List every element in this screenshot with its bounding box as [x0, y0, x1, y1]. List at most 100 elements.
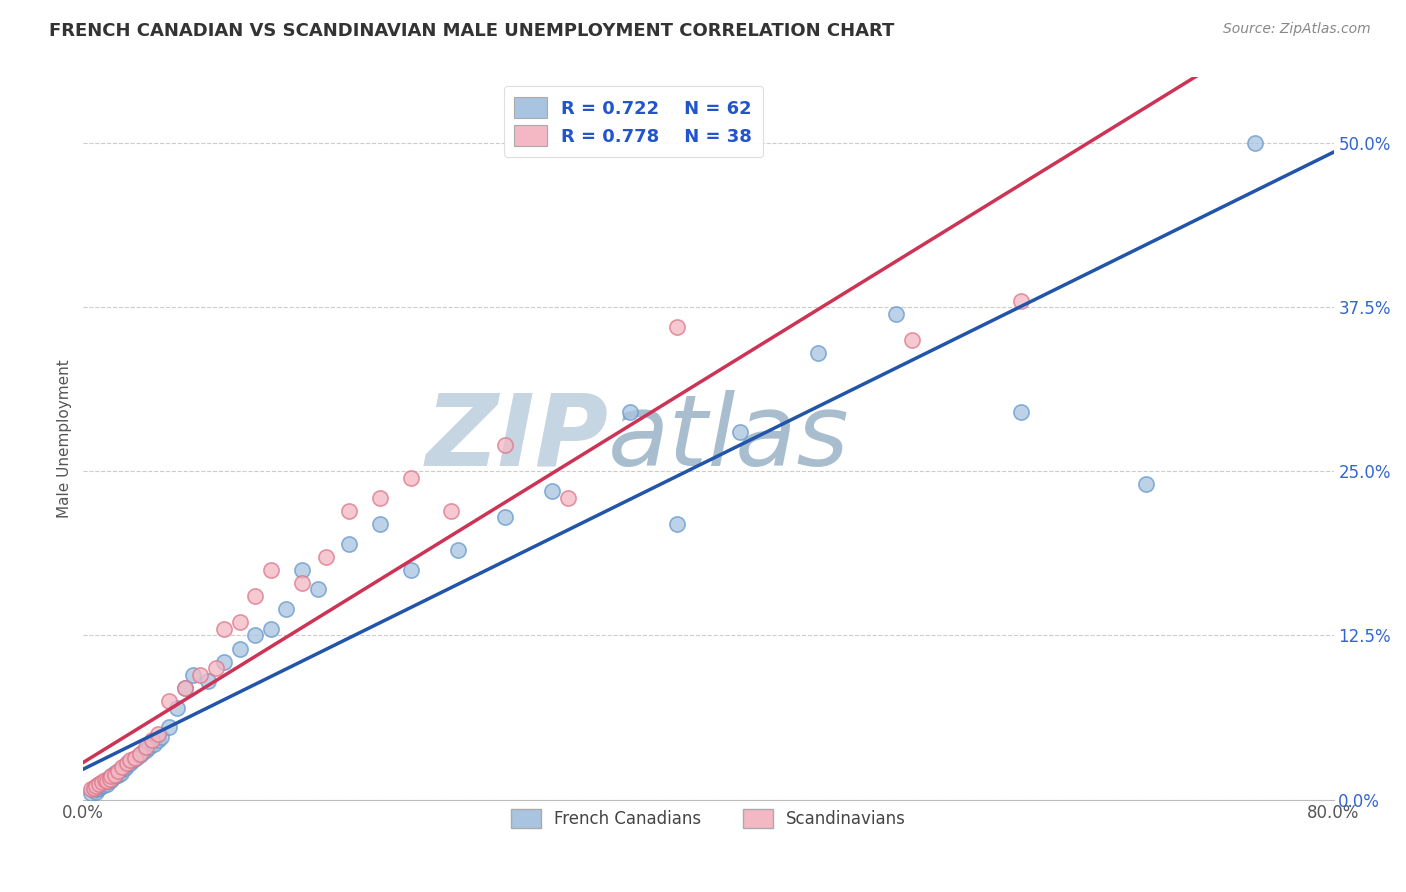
Point: [112, 760, 135, 774]
Point: [276, 602, 298, 616]
Point: [103, 766, 125, 780]
Point: [97, 774, 120, 789]
Point: [128, 747, 150, 762]
Point: [100, 769, 122, 783]
Point: [494, 438, 516, 452]
Point: [619, 405, 641, 419]
Point: [212, 622, 235, 636]
Point: [115, 756, 138, 770]
Point: [181, 668, 204, 682]
Point: [107, 767, 129, 781]
Point: [173, 681, 195, 695]
Point: [291, 575, 314, 590]
Point: [148, 733, 170, 747]
Point: [87, 777, 110, 791]
Point: [87, 780, 110, 794]
Point: [900, 333, 922, 347]
Point: [307, 582, 329, 597]
Point: [94, 775, 117, 789]
Point: [142, 738, 165, 752]
Point: [260, 622, 283, 636]
Point: [80, 786, 103, 800]
Point: [447, 543, 470, 558]
Point: [1244, 136, 1267, 150]
Point: [157, 694, 180, 708]
Point: [557, 491, 579, 505]
Legend: French Canadians, Scandinavians: French Canadians, Scandinavians: [505, 802, 912, 835]
Point: [120, 756, 142, 770]
Point: [148, 727, 170, 741]
Point: [100, 772, 122, 787]
Point: [1135, 477, 1157, 491]
Point: [115, 758, 138, 772]
Point: [138, 739, 160, 754]
Point: [157, 720, 180, 734]
Point: [141, 733, 163, 747]
Point: [728, 425, 751, 439]
Point: [101, 770, 124, 784]
Point: [94, 772, 117, 787]
Point: [166, 700, 188, 714]
Point: [190, 668, 212, 682]
Point: [245, 589, 267, 603]
Point: [260, 563, 283, 577]
Point: [93, 778, 115, 792]
Point: [100, 769, 122, 783]
Point: [91, 780, 114, 794]
Text: ZIP: ZIP: [426, 390, 609, 487]
Point: [108, 764, 131, 778]
Text: Source: ZipAtlas.com: Source: ZipAtlas.com: [1223, 22, 1371, 37]
Point: [315, 549, 337, 564]
Point: [96, 777, 118, 791]
Point: [114, 761, 136, 775]
Point: [80, 782, 103, 797]
Point: [103, 769, 125, 783]
Point: [884, 307, 907, 321]
Text: atlas: atlas: [609, 390, 851, 487]
Point: [1010, 293, 1032, 308]
Point: [120, 753, 142, 767]
Point: [228, 641, 250, 656]
Point: [124, 750, 146, 764]
Point: [91, 775, 114, 789]
Point: [291, 563, 314, 577]
Point: [197, 674, 219, 689]
Point: [368, 491, 391, 505]
Point: [368, 516, 391, 531]
Point: [1010, 405, 1032, 419]
Point: [111, 760, 134, 774]
Point: [86, 782, 108, 797]
Point: [494, 510, 516, 524]
Point: [107, 764, 129, 778]
Point: [228, 615, 250, 630]
Point: [150, 730, 173, 744]
Point: [173, 681, 195, 695]
Point: [84, 780, 107, 794]
Point: [98, 772, 121, 786]
Text: FRENCH CANADIAN VS SCANDINAVIAN MALE UNEMPLOYMENT CORRELATION CHART: FRENCH CANADIAN VS SCANDINAVIAN MALE UNE…: [49, 22, 894, 40]
Point: [87, 777, 110, 791]
Point: [84, 784, 107, 798]
Point: [111, 762, 134, 776]
Point: [245, 628, 267, 642]
Point: [103, 767, 125, 781]
Point: [96, 772, 118, 787]
Point: [135, 742, 157, 756]
Point: [337, 536, 360, 550]
Point: [807, 346, 830, 360]
Point: [666, 319, 689, 334]
Point: [110, 766, 132, 780]
Point: [401, 471, 423, 485]
Point: [212, 655, 235, 669]
Point: [128, 747, 150, 761]
Point: [83, 783, 105, 797]
Point: [337, 504, 360, 518]
Point: [98, 772, 121, 786]
Point: [87, 780, 110, 795]
Point: [125, 750, 148, 764]
Point: [131, 745, 153, 759]
Y-axis label: Male Unemployment: Male Unemployment: [58, 359, 72, 518]
Point: [205, 661, 228, 675]
Point: [96, 774, 118, 789]
Point: [122, 753, 145, 767]
